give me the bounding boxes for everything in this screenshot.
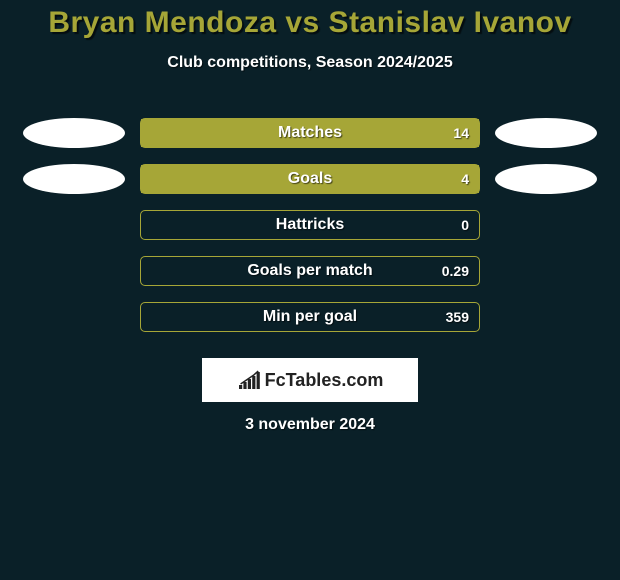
stat-bar: Matches 14: [140, 118, 480, 148]
stats-rows: Matches 14 Goals 4 Hattricks 0 Goals per match…: [0, 110, 620, 340]
bar-chart-icon: [237, 370, 261, 390]
stat-label: Hattricks: [276, 216, 344, 234]
footer-logo-box: FcTables.com: [202, 358, 418, 402]
left-ellipse: [23, 210, 125, 240]
stat-label: Goals per match: [247, 262, 372, 280]
stat-row: Matches 14: [0, 110, 620, 156]
stat-value: 14: [453, 125, 469, 141]
stat-row: Goals per match 0.29: [0, 248, 620, 294]
subtitle: Club competitions, Season 2024/2025: [0, 54, 620, 72]
stat-label: Matches: [278, 124, 342, 142]
stat-row: Goals 4: [0, 156, 620, 202]
stat-bar: Goals 4: [140, 164, 480, 194]
stat-bar: Goals per match 0.29: [140, 256, 480, 286]
stat-value: 0.29: [442, 263, 469, 279]
stat-bar: Min per goal 359: [140, 302, 480, 332]
right-ellipse: [495, 118, 597, 148]
date-text: 3 november 2024: [0, 416, 620, 434]
stat-bar: Hattricks 0: [140, 210, 480, 240]
stat-value: 0: [461, 217, 469, 233]
right-ellipse: [495, 302, 597, 332]
stat-label: Min per goal: [263, 308, 357, 326]
stat-label: Goals: [288, 170, 332, 188]
stat-row: Hattricks 0: [0, 202, 620, 248]
footer-logo-text: FcTables.com: [265, 370, 384, 391]
page-title: Bryan Mendoza vs Stanislav Ivanov: [0, 0, 620, 40]
right-ellipse: [495, 164, 597, 194]
left-ellipse: [23, 118, 125, 148]
stat-value: 4: [461, 171, 469, 187]
left-ellipse: [23, 256, 125, 286]
stat-row: Min per goal 359: [0, 294, 620, 340]
left-ellipse: [23, 302, 125, 332]
right-ellipse: [495, 210, 597, 240]
right-ellipse: [495, 256, 597, 286]
left-ellipse: [23, 164, 125, 194]
stat-value: 359: [446, 309, 469, 325]
footer-logo: FcTables.com: [237, 370, 384, 391]
